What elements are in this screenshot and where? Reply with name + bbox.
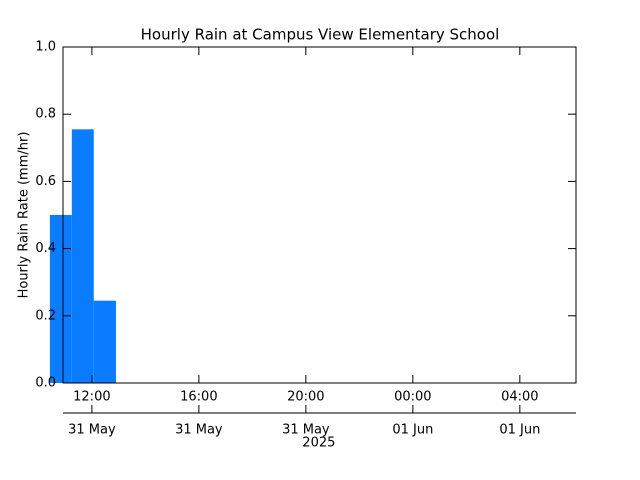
date-tick-label: 01 Jun	[499, 423, 540, 438]
x-tick-label: 04:00	[501, 390, 538, 405]
y-tick-label: 0.8	[35, 107, 56, 122]
plot-frame	[62, 46, 577, 384]
chart-title: Hourly Rain at Campus View Elementary Sc…	[141, 26, 500, 44]
x-tick-label: 00:00	[394, 390, 431, 405]
y-tick-label: 1.0	[35, 40, 56, 55]
x-tick-label: 12:00	[73, 390, 110, 405]
bar	[49, 215, 72, 383]
y-tick-label: 0.2	[35, 308, 56, 323]
year-label: 2025	[302, 436, 335, 451]
bar	[71, 129, 94, 383]
x-tick-label: 20:00	[287, 390, 324, 405]
y-tick-label: 0.4	[35, 241, 56, 256]
bar	[93, 300, 116, 383]
date-tick-label: 31 May	[175, 423, 223, 438]
x-tick-label: 16:00	[180, 390, 217, 405]
date-tick-label: 31 May	[68, 423, 116, 438]
y-tick-label: 0.0	[35, 376, 56, 391]
y-axis-title: Hourly Rain Rate (mm/hr)	[17, 132, 32, 299]
date-tick-label: 31 May	[282, 423, 330, 438]
y-tick-label: 0.6	[35, 174, 56, 189]
date-tick-label: 01 Jun	[392, 423, 433, 438]
